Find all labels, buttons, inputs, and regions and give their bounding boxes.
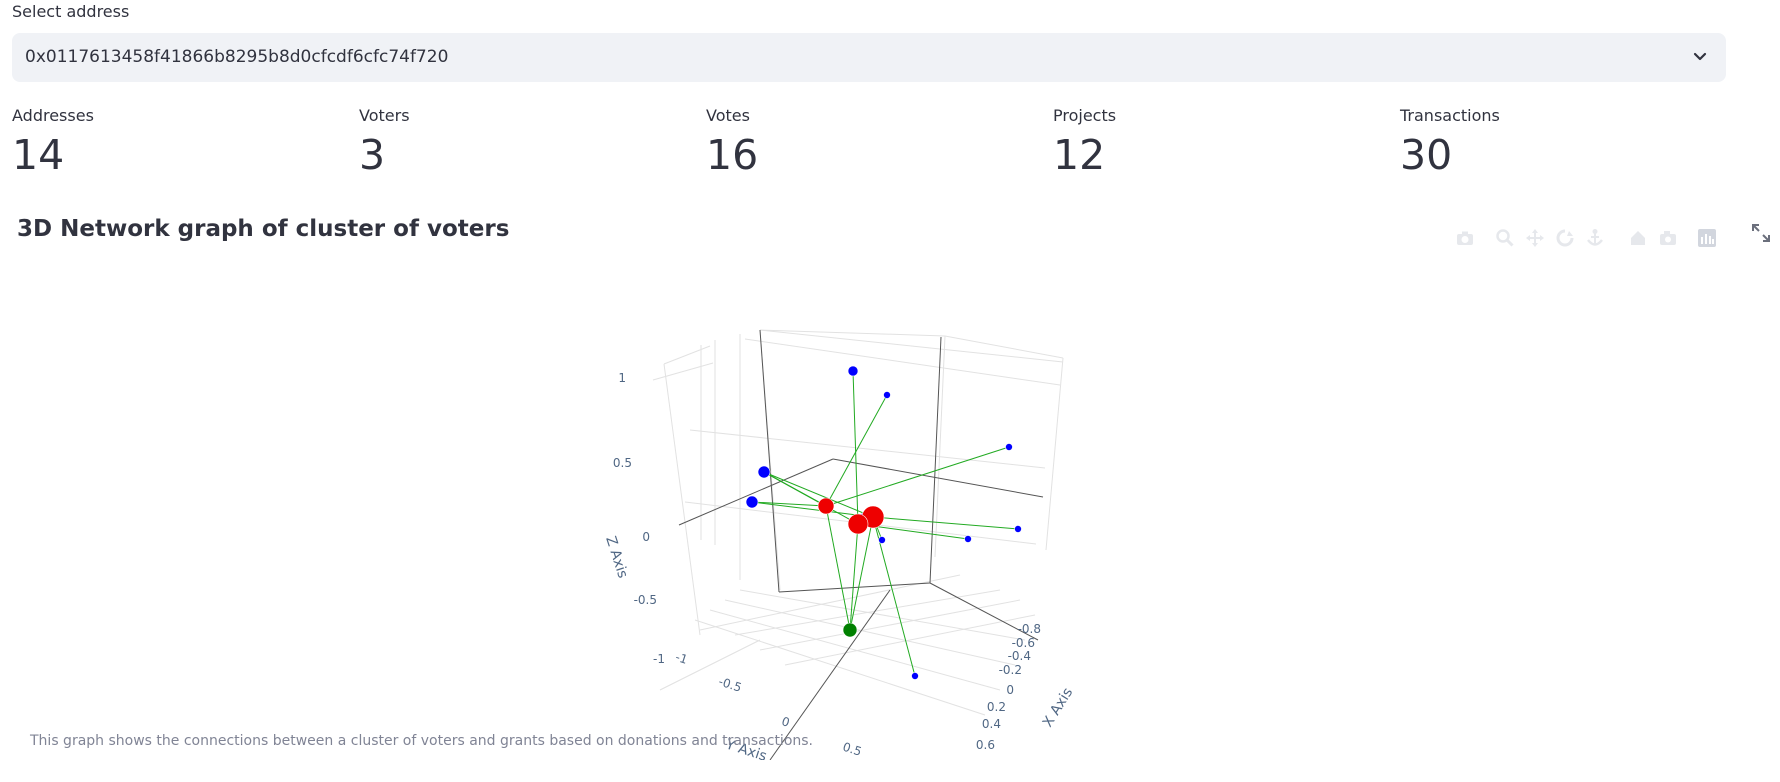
pan-icon[interactable] [1525, 228, 1545, 248]
z-tick-label: 0.5 [613, 456, 632, 470]
x-tick-label: -0.4 [1008, 649, 1031, 663]
z-tick-label: 0 [642, 530, 650, 544]
metric-value: 3 [359, 131, 386, 179]
x-tick-label: 0 [1006, 683, 1014, 697]
x-tick-label: -0.8 [1018, 622, 1041, 636]
turntable-icon[interactable] [1585, 228, 1605, 248]
reset-camera-icon[interactable] [1628, 228, 1648, 248]
address-node[interactable] [842, 622, 858, 638]
z-tick-label: 1 [618, 371, 626, 385]
orbit-icon[interactable] [1555, 228, 1575, 248]
x-tick-label: -0.6 [1012, 636, 1035, 650]
network-edge [825, 505, 851, 631]
select-address-label: Select address [12, 2, 130, 21]
y-tick-label: 0.5 [841, 740, 863, 759]
y-tick-label: 0 [780, 714, 792, 730]
project-node[interactable] [1014, 525, 1022, 533]
network-edge [825, 394, 888, 507]
metric-value: 12 [1053, 131, 1106, 179]
axis-ticks: 10.50-0.5-1-0.8-0.6-0.4-0.200.20.40.6-1-… [613, 371, 1041, 759]
network-edge [751, 501, 827, 507]
chevron-down-icon [1693, 52, 1707, 61]
voter-node[interactable] [817, 497, 835, 515]
z-tick-label: -1 [653, 652, 665, 666]
network-edge [849, 516, 874, 631]
camera-icon[interactable] [1455, 228, 1475, 248]
z-tick-label: -0.5 [634, 593, 657, 607]
metric-addresses: Addresses 14 [12, 106, 94, 176]
metric-value: 30 [1400, 131, 1453, 179]
network-edge [751, 501, 874, 518]
x-tick-label: 0.6 [976, 738, 995, 752]
network-edge [763, 471, 859, 525]
metric-value: 14 [12, 131, 65, 179]
voter-node[interactable] [847, 513, 869, 535]
home-icon[interactable] [1658, 228, 1678, 248]
project-node[interactable] [911, 672, 919, 680]
metric-votes: Votes 16 [706, 106, 758, 176]
project-node[interactable] [878, 536, 886, 544]
address-select-value: 0x0117613458f41866b8295b8d0cfcdf6cfc74f7… [25, 47, 449, 67]
graph-caption: This graph shows the connections between… [30, 733, 814, 749]
metric-projects: Projects 12 [1053, 106, 1116, 176]
metric-label: Transactions [1400, 106, 1500, 125]
project-node[interactable] [757, 465, 771, 479]
metric-label: Addresses [12, 106, 94, 125]
x-tick-label: -0.2 [999, 663, 1022, 677]
metric-value: 16 [706, 131, 759, 179]
metric-voters: Voters 3 [359, 106, 410, 176]
fullscreen-icon[interactable] [1750, 222, 1772, 244]
zoom-icon[interactable] [1495, 228, 1515, 248]
network-edge [763, 471, 874, 518]
network-edge [849, 523, 859, 631]
project-node[interactable] [964, 535, 972, 543]
project-node[interactable] [1005, 443, 1013, 451]
network-nodes [745, 365, 1022, 680]
y-tick-label: -1 [674, 650, 690, 667]
project-node[interactable] [745, 495, 759, 509]
network-edge [872, 516, 916, 677]
network-edge [852, 370, 859, 525]
project-node[interactable] [883, 391, 891, 399]
x-tick-label: 0.2 [987, 700, 1006, 714]
x-tick-label: 0.4 [982, 717, 1001, 731]
network-edge [825, 446, 1010, 507]
z-axis-title: Z Axis [602, 534, 631, 580]
graph-title: 3D Network graph of cluster of voters [17, 216, 510, 242]
network-edge [872, 516, 1019, 530]
metric-label: Votes [706, 106, 750, 125]
bar-chart-icon[interactable] [1697, 228, 1717, 248]
metric-label: Projects [1053, 106, 1117, 125]
x-axis-title: X Axis [1040, 685, 1076, 730]
project-node[interactable] [847, 365, 859, 377]
network-3d-plot[interactable]: 10.50-0.5-1-0.8-0.6-0.4-0.200.20.40.6-1-… [560, 310, 1100, 760]
y-tick-label: -0.5 [717, 674, 744, 695]
metric-label: Voters [359, 106, 410, 125]
metric-transactions: Transactions 30 [1400, 106, 1500, 176]
plot-zero-lines [678, 329, 1044, 760]
network-edges [751, 370, 1019, 677]
address-select[interactable]: 0x0117613458f41866b8295b8d0cfcdf6cfc74f7… [12, 33, 1726, 82]
